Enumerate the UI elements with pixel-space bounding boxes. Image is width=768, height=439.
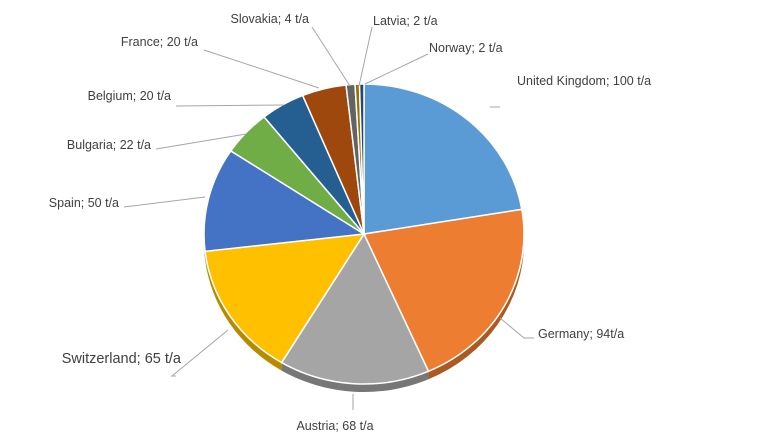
leader-line-belgium (175, 104, 285, 107)
data-label-switzerland: Switzerland; 65 t/a (62, 351, 182, 367)
pie-slice-austria (280, 232, 430, 385)
leader-line-norway (364, 53, 429, 85)
pie-slices (203, 83, 525, 385)
data-label-belgium: Belgium; 20 t/a (88, 89, 171, 103)
data-label-bulgaria: Bulgaria; 22 t/a (67, 138, 151, 152)
data-label-norway: Norway; 2 t/a (429, 41, 503, 55)
data-label-slovakia: Slovakia; 4 t/a (230, 12, 309, 26)
pie-side-germany (428, 234, 524, 380)
leader-line-latvia (358, 26, 373, 87)
leader-lines (123, 26, 534, 410)
leader-line-slovakia (311, 26, 351, 87)
pie-slice-united-kingdom (363, 83, 523, 235)
leader-line-bulgaria (155, 133, 247, 150)
data-label-united-kingdom: United Kingdom; 100 t/a (517, 74, 651, 88)
data-label-austria: Austria; 68 t/a (296, 419, 373, 433)
leader-line-germany (499, 317, 534, 339)
data-label-germany: Germany; 94t/a (538, 327, 624, 341)
pie-slice-spain (203, 149, 367, 253)
leader-line-france (203, 49, 320, 89)
data-label-spain: Spain; 50 t/a (49, 196, 119, 210)
pie-slice-switzerland (204, 233, 366, 364)
data-label-latvia: Latvia; 2 t/a (373, 14, 438, 28)
pie-slice-germany (362, 208, 525, 373)
data-label-france: France; 20 t/a (121, 35, 198, 49)
leader-line-switzerland (170, 329, 229, 377)
pie-side-austria (281, 362, 429, 392)
leader-line-spain (123, 196, 206, 208)
data-labels: United Kingdom; 100 t/a Germany; 94t/a Aus… (49, 12, 651, 433)
